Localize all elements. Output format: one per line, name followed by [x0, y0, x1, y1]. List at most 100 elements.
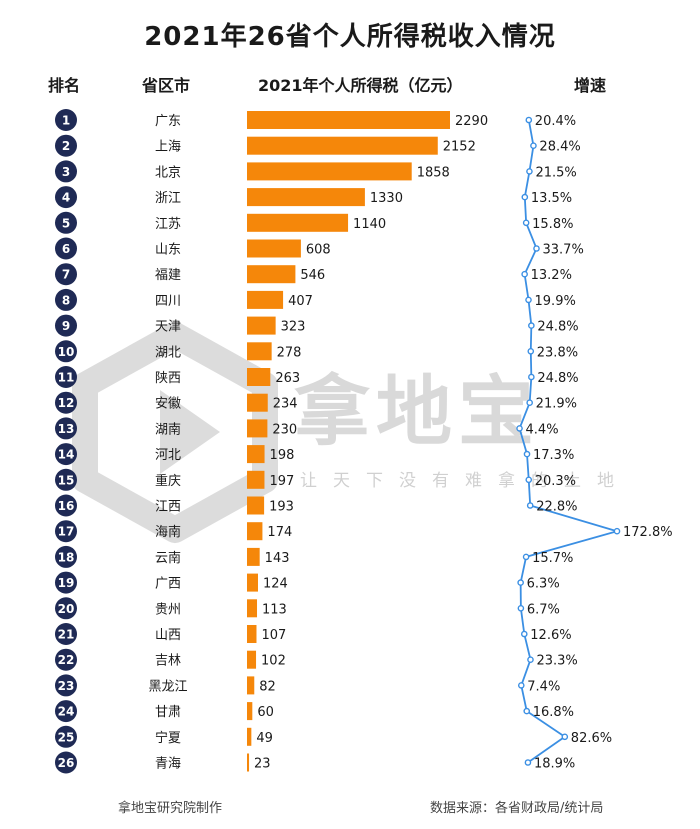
- tax-value-label: 143: [265, 551, 290, 566]
- tax-bar: [247, 239, 301, 258]
- growth-point: [528, 322, 535, 329]
- rank-number: 21: [58, 628, 75, 642]
- rank-circle: [55, 751, 77, 774]
- rank-circle: [55, 417, 77, 440]
- footer-source: 数据来源：各省财政局/统计局: [430, 801, 604, 816]
- province-label: 重庆: [155, 473, 181, 489]
- growth-point: [530, 142, 537, 149]
- growth-label: 6.7%: [527, 602, 560, 617]
- tax-bar: [247, 445, 265, 464]
- watermark-text: 拿地宝: [294, 367, 540, 456]
- rank-number: 22: [58, 653, 75, 667]
- header-tax: 2021年个人所得税（亿元）: [258, 76, 463, 95]
- rank-number: 5: [62, 216, 70, 230]
- page-title: 2021年26省个人所得税收入情况: [144, 22, 556, 52]
- tax-value-label: 113: [262, 602, 287, 617]
- rank-circle: [55, 314, 77, 337]
- growth-label: 15.7%: [532, 551, 573, 566]
- province-label: 吉林: [155, 654, 181, 669]
- tax-bar: [247, 213, 349, 232]
- rank-circle: [55, 443, 77, 466]
- rank-circle: [55, 597, 77, 620]
- growth-point: [517, 579, 524, 586]
- growth-point: [516, 425, 523, 432]
- province-label: 江苏: [155, 216, 181, 232]
- growth-point: [521, 270, 528, 278]
- growth-label: 21.5%: [535, 165, 576, 180]
- tax-value-label: 278: [277, 345, 302, 360]
- tax-value-label: 60: [257, 705, 274, 720]
- growth-label: 15.8%: [532, 217, 573, 232]
- tax-bar: [247, 753, 250, 772]
- rank-number: 12: [58, 396, 75, 410]
- tax-value-label: 546: [300, 268, 325, 283]
- tax-value-label: 174: [267, 525, 292, 540]
- rank-number: 13: [58, 422, 75, 436]
- rank-number: 9: [62, 319, 70, 333]
- province-label: 湖北: [155, 345, 181, 360]
- tax-value-label: 323: [281, 320, 306, 335]
- rank-circle: [55, 391, 77, 414]
- rank-circle: [55, 674, 77, 697]
- growth-point: [520, 630, 528, 638]
- rank-circle: [55, 520, 77, 543]
- growth-point: [528, 373, 535, 381]
- tax-bar: [247, 111, 450, 129]
- header-rank: 排名: [48, 76, 81, 95]
- rank-number: 20: [58, 602, 75, 616]
- rank-circle: [55, 109, 77, 131]
- province-label: 云南: [155, 550, 181, 566]
- growth-label: 4.4%: [526, 422, 559, 437]
- tax-bar: [247, 727, 252, 746]
- growth-label: 20.3%: [535, 474, 576, 489]
- header-growth: 增速: [574, 76, 607, 95]
- tax-value-label: 234: [273, 397, 298, 412]
- growth-label: 19.9%: [535, 294, 576, 309]
- province-label: 四川: [155, 294, 181, 309]
- tax-value-label: 197: [269, 474, 294, 489]
- province-label: 广西: [155, 577, 181, 592]
- rank-number: 4: [62, 191, 70, 205]
- watermark-slogan: 让天下没有难拿的土地: [300, 471, 630, 491]
- rank-circle: [55, 700, 77, 723]
- tax-value-label: 193: [269, 500, 294, 515]
- growth-point: [527, 656, 534, 664]
- province-label: 海南: [155, 524, 181, 540]
- rank-circle: [55, 160, 77, 183]
- province-label: 陕西: [155, 371, 181, 386]
- growth-label: 7.4%: [527, 679, 560, 694]
- province-label: 宁夏: [155, 730, 181, 746]
- rank-number: 3: [62, 165, 70, 179]
- growth-label: 24.8%: [537, 371, 578, 386]
- province-label: 广东: [155, 114, 181, 129]
- tax-value-label: 1858: [417, 165, 450, 180]
- growth-label: 6.3%: [527, 577, 560, 592]
- tax-bar: [247, 393, 268, 412]
- rank-number: 14: [58, 448, 75, 462]
- growth-label: 13.2%: [531, 268, 572, 283]
- growth-point: [613, 527, 621, 535]
- rank-circle: [55, 186, 77, 209]
- growth-label: 16.8%: [533, 705, 574, 720]
- growth-point: [526, 399, 533, 407]
- growth-point: [522, 553, 530, 561]
- province-label: 甘肃: [155, 705, 181, 720]
- rank-circle: [55, 340, 77, 363]
- growth-point: [525, 116, 533, 124]
- growth-point: [561, 733, 569, 741]
- rank-number: 6: [62, 242, 70, 256]
- rank-circle: [55, 494, 77, 517]
- growth-point: [521, 193, 529, 201]
- tax-value-label: 102: [261, 654, 286, 669]
- growth-point: [523, 707, 531, 715]
- province-label: 贵州: [155, 602, 181, 617]
- footer-credit: 拿地宝研究院制作: [118, 801, 223, 816]
- rank-number: 16: [58, 499, 75, 513]
- province-label: 湖南: [155, 421, 181, 437]
- tax-bar: [247, 419, 268, 438]
- rank-circle: [55, 263, 77, 286]
- tax-bar: [247, 650, 257, 669]
- tax-bar: [247, 316, 276, 335]
